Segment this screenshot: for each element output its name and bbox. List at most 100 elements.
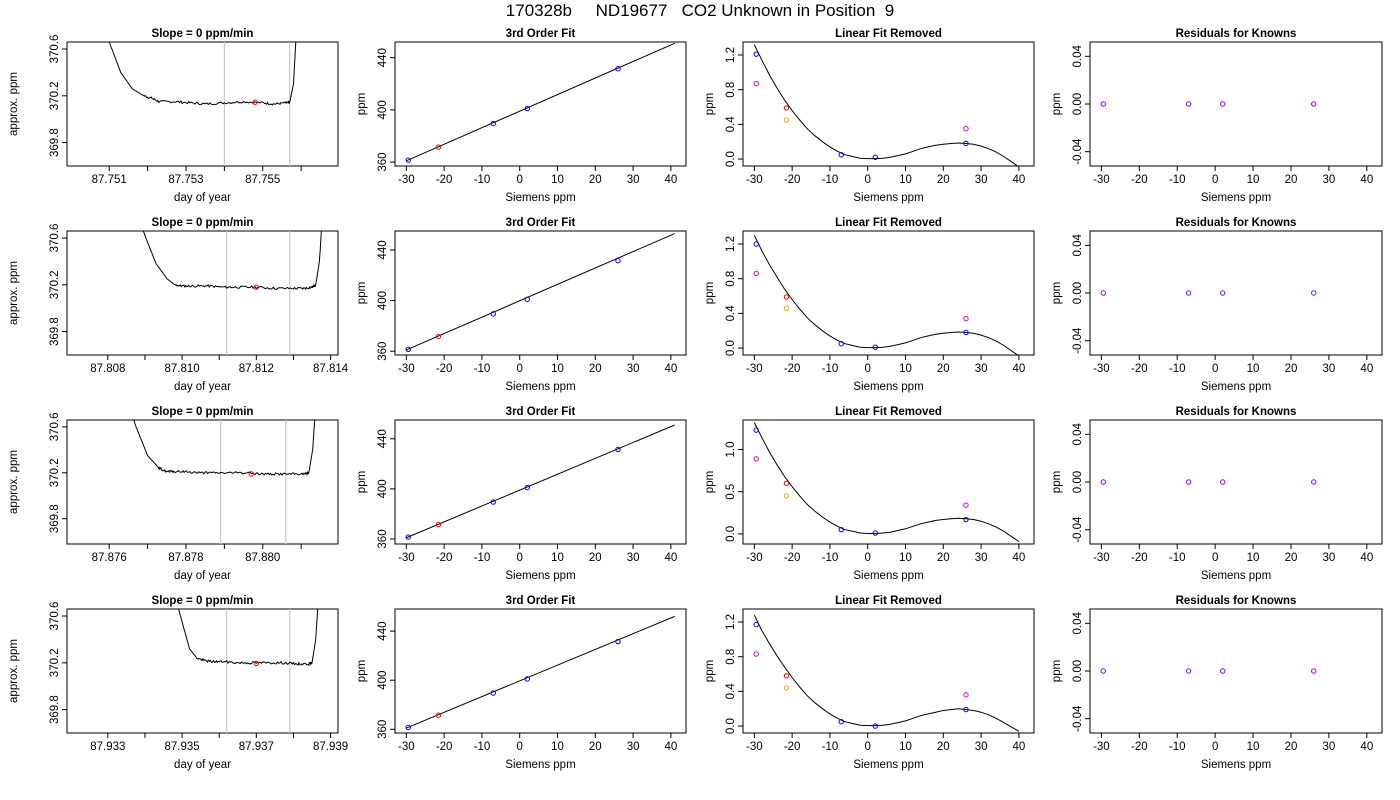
y-tick-label: 440 [377, 48, 389, 67]
chart-panel-trace-row1: Slope = 0 ppm/min 87.751 87.753 87.755 369.8… [8, 28, 339, 204]
plot-frame [1089, 419, 1383, 545]
plot-frame [394, 41, 687, 167]
x-tick-label: -10 [1169, 363, 1186, 375]
trace-line [178, 609, 319, 667]
plot-frame [394, 419, 687, 545]
y-axis-label: approx. ppm [8, 639, 20, 703]
y-tick-label: 360 [377, 720, 389, 739]
chart-panel-lin-row1: Linear Fit Removed -30 -20 -10 0 10 20 30 40 0.0 0… [704, 28, 1035, 204]
x-axis-label: Siemens ppm [1201, 381, 1271, 393]
x-tick-label: 30 [627, 741, 640, 753]
plot-frame [66, 41, 339, 167]
y-tick-label: 0.4 [725, 305, 737, 322]
plot-frame [66, 230, 339, 356]
y-axis-label: approx. ppm [8, 72, 20, 136]
x-tick-label: 0 [517, 363, 523, 375]
data-point-red [783, 294, 790, 300]
chart-panel-res-row1: Residuals for Knowns -30 -20 -10 0 10 20 30 40 -0… [1051, 28, 1383, 204]
x-tick-label: 0 [1212, 363, 1218, 375]
x-tick-label: 40 [1360, 363, 1373, 375]
x-tick-label: 0 [865, 741, 871, 753]
x-tick-label: 40 [1012, 741, 1025, 753]
data-point-blue [490, 690, 496, 696]
y-tick-label: 400 [377, 671, 389, 690]
x-tick-label: 87.755 [245, 174, 280, 186]
x-tick-label: 0 [517, 741, 523, 753]
x-tick-label: 0 [865, 174, 871, 186]
plot-area [133, 420, 316, 544]
x-tick-label: 20 [1285, 363, 1298, 375]
data-point-purple [1100, 290, 1106, 296]
chart-panel-res-row4: Residuals for Knowns -30 -20 -10 0 10 20 30 40 -0… [1051, 595, 1383, 771]
y-tick-label: 370.6 [49, 224, 61, 253]
y-tick-label: 440 [377, 429, 389, 448]
data-point-purple [1220, 668, 1226, 674]
chart-title: Slope = 0 ppm/min [152, 406, 254, 418]
data-point-red [253, 284, 260, 290]
data-point-blue [615, 66, 621, 72]
x-tick-label: -10 [474, 552, 491, 564]
y-axis-label: ppm [704, 471, 716, 493]
data-point-blue [963, 516, 969, 523]
x-tick-label: 30 [975, 552, 988, 564]
x-tick-label: -10 [1169, 174, 1186, 186]
data-point-purple [1185, 290, 1192, 296]
data-point-blue [490, 499, 496, 505]
data-point-blue [524, 484, 530, 491]
y-axis-label: approx. ppm [8, 261, 20, 325]
x-tick-label: -10 [474, 174, 491, 186]
data-point-red [783, 105, 790, 111]
x-tick-label: 20 [589, 363, 602, 375]
y-tick-label: 0.00 [1072, 93, 1084, 115]
data-point-blue [753, 51, 759, 57]
x-tick-label: -30 [398, 174, 415, 186]
chart-title: 3rd Order Fit [506, 595, 576, 607]
x-tick-label: -30 [398, 363, 415, 375]
data-point-magenta [963, 502, 969, 508]
y-tick-label: -0.04 [1072, 516, 1084, 543]
x-tick-label: 10 [1247, 741, 1260, 753]
y-tick-label: 400 [377, 100, 389, 119]
chart-title: Slope = 0 ppm/min [152, 217, 254, 229]
plot-frame [1089, 230, 1383, 356]
x-tick-label: -20 [436, 741, 453, 753]
x-tick-label: 20 [1285, 552, 1298, 564]
y-tick-label: 0.4 [725, 683, 737, 700]
x-tick-label: 87.876 [92, 552, 127, 564]
data-point-blue [405, 346, 411, 353]
data-point-orange [783, 685, 790, 691]
y-axis-label: ppm [356, 471, 368, 493]
chart-title: Residuals for Knowns [1176, 406, 1297, 418]
x-tick-label: 30 [975, 363, 988, 375]
plot-frame [742, 419, 1035, 545]
y-axis-label: ppm [356, 93, 368, 115]
x-tick-label: -30 [746, 552, 763, 564]
y-tick-label: 0.0 [725, 340, 737, 356]
data-point-red [252, 99, 258, 105]
page-title: 170328b ND19677 CO2 Unknown in Position … [505, 1, 895, 20]
x-tick-label: 20 [937, 363, 950, 375]
x-tick-label: 87.937 [239, 741, 274, 753]
data-point-blue [838, 526, 844, 533]
x-tick-label: 87.880 [245, 552, 280, 564]
y-tick-label: 370.2 [49, 458, 61, 487]
data-point-blue [872, 723, 878, 729]
x-tick-label: -20 [784, 552, 801, 564]
data-point-blue [963, 329, 969, 336]
y-tick-label: 0.4 [725, 116, 737, 133]
data-point-blue [405, 724, 411, 731]
y-tick-label: 360 [377, 529, 389, 548]
y-axis-label: ppm [1051, 282, 1063, 304]
y-axis-label: ppm [704, 282, 716, 304]
data-point-red [783, 480, 790, 486]
data-point-orange [783, 117, 790, 123]
plot-area [142, 231, 322, 355]
data-point-blue [524, 105, 530, 112]
plot-frame [66, 419, 339, 545]
y-axis-label: ppm [704, 660, 716, 682]
x-tick-label: -10 [822, 741, 839, 753]
x-tick-label: 0 [1212, 174, 1218, 186]
y-tick-label: 0.04 [1072, 234, 1084, 257]
data-point-magenta [753, 456, 759, 462]
y-tick-label: 369.8 [49, 504, 61, 533]
